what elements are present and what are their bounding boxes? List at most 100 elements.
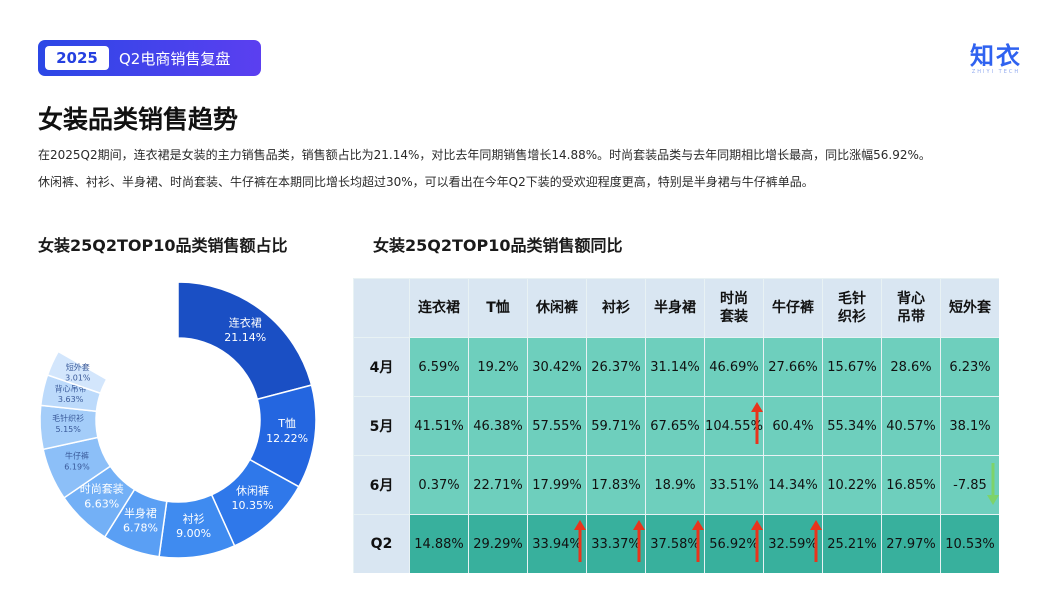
- column-header-9: 短外套: [940, 278, 999, 338]
- table-cell: 16.85%: [881, 455, 941, 515]
- arrow-up-icon: [751, 402, 763, 444]
- table-cell: 37.58%: [645, 514, 705, 573]
- donut-slice-9: [46, 350, 108, 395]
- table-cell: 46.38%: [468, 396, 528, 456]
- donut-label-4: 半身裙: [124, 506, 157, 520]
- donut-label-5: 时尚套装: [80, 482, 124, 496]
- logo-subtitle: ZHIYI TECH: [971, 69, 1021, 75]
- donut-value-2: 10.35%: [232, 499, 274, 512]
- donut-value-6: 6.19%: [64, 462, 90, 471]
- table-cell: 41.51%: [409, 396, 469, 456]
- table-cell: 0.37%: [409, 455, 469, 515]
- table-row: 5月 41.51% 46.38% 57.55% 59.71% 67.65% 104.55% 6…: [353, 396, 999, 456]
- table-cell: 32.59%: [763, 514, 823, 573]
- yoy-table-container: 连衣裙 T恤 休闲裤 衬衫 半身裙 时尚 套装 牛仔裤 毛针 织衫 背心 吊带 短外套 4月 6.59% 1…: [353, 278, 999, 573]
- donut-value-3: 9.00%: [176, 527, 211, 540]
- table-cell: 104.55%: [704, 396, 764, 456]
- table-cell: 6.23%: [940, 337, 999, 397]
- table-cell: 38.1%: [940, 396, 999, 456]
- arrow-up-icon: [810, 520, 822, 562]
- brand-logo: 知衣 ZHIYI TECH: [970, 36, 1022, 75]
- table-cell: 29.29%: [468, 514, 528, 573]
- table-cell: 22.71%: [468, 455, 528, 515]
- arrow-up-icon: [574, 520, 586, 562]
- table-cell: 33.51%: [704, 455, 764, 515]
- table-cell: 18.9%: [645, 455, 705, 515]
- table-cell: 26.37%: [586, 337, 646, 397]
- row-label: Q2: [353, 514, 410, 573]
- donut-label-2: 休闲裤: [236, 483, 269, 497]
- donut-value-4: 6.78%: [123, 522, 158, 535]
- table-cell: 14.34%: [763, 455, 823, 515]
- donut-label-9: 短外套: [66, 362, 90, 372]
- table-row: 4月 6.59% 19.2% 30.42% 26.37% 31.14% 46.69% 27.6…: [353, 337, 999, 397]
- table-cell: -7.85: [940, 455, 999, 515]
- table-cell: 19.2%: [468, 337, 528, 397]
- donut-chart-title: 女装25Q2TOP10品类销售额占比: [38, 236, 288, 255]
- donut-chart: 连衣裙 21.14% T恤 12.22% 休闲裤 10.35% 衬衫 9.00% 半身裙 6.78…: [39, 281, 317, 559]
- donut-label-3: 衬衫: [183, 512, 205, 525]
- table-cell: 17.99%: [527, 455, 587, 515]
- donut-label-0: 连衣裙: [229, 315, 262, 329]
- table-cell: 27.66%: [763, 337, 823, 397]
- table-cell: 25.21%: [822, 514, 882, 573]
- table-cell: 15.67%: [822, 337, 882, 397]
- column-header-6: 牛仔裤: [763, 278, 823, 338]
- arrow-up-icon: [633, 520, 645, 562]
- table-cell: 30.42%: [527, 337, 587, 397]
- description-line-1: 在2025Q2期间，连衣裙是女装的主力销售品类，销售额占比为21.14%，对比去…: [38, 148, 931, 162]
- arrow-down-icon: [987, 463, 999, 505]
- column-header-4: 半身裙: [645, 278, 705, 338]
- column-header-7: 毛针 织衫: [822, 278, 882, 338]
- donut-label-6: 牛仔裤: [65, 451, 89, 461]
- donut-label-1: T恤: [277, 417, 296, 430]
- donut-value-5: 6.63%: [84, 498, 119, 511]
- table-cell: 6.59%: [409, 337, 469, 397]
- badge-year: 2025: [45, 46, 109, 70]
- description-line-2: 休闲裤、衬衫、半身裙、时尚套装、牛仔裤在本期同比增长均超过30%，可以看出在今年…: [38, 175, 814, 189]
- table-cell: 46.69%: [704, 337, 764, 397]
- table-cell: 31.14%: [645, 337, 705, 397]
- page-title: 女装品类销售趋势: [38, 105, 239, 134]
- column-header-0: 连衣裙: [409, 278, 469, 338]
- row-label: 6月: [353, 455, 410, 515]
- table-cell: 17.83%: [586, 455, 646, 515]
- donut-label-7: 毛针织衫: [52, 413, 84, 423]
- table-cell: 10.22%: [822, 455, 882, 515]
- table-row: 6月 0.37% 22.71% 17.99% 17.83% 18.9% 33.51% 14.3…: [353, 455, 999, 515]
- table-cell: 10.53%: [940, 514, 999, 573]
- table-cell: 27.97%: [881, 514, 941, 573]
- donut-label-8: 背心吊带: [55, 383, 87, 393]
- arrow-up-icon: [751, 520, 763, 562]
- donut-value-9: 3.01%: [65, 374, 91, 383]
- table-title: 女装25Q2TOP10品类销售额同比: [373, 236, 623, 255]
- table-corner: [353, 278, 410, 338]
- table-row: Q2 14.88% 29.29% 33.94% 33.37% 37.58% 56.92% 32…: [353, 514, 999, 573]
- column-header-5: 时尚 套装: [704, 278, 764, 338]
- column-header-8: 背心 吊带: [881, 278, 941, 338]
- donut-value-7: 5.15%: [55, 425, 81, 434]
- table-cell: 33.37%: [586, 514, 646, 573]
- table-cell: 60.4%: [763, 396, 823, 456]
- donut-value-1: 12.22%: [266, 432, 308, 445]
- table-cell: 67.65%: [645, 396, 705, 456]
- row-label: 5月: [353, 396, 410, 456]
- column-header-1: T恤: [468, 278, 528, 338]
- yoy-table: 连衣裙 T恤 休闲裤 衬衫 半身裙 时尚 套装 牛仔裤 毛针 织衫 背心 吊带 短外套 4月 6.59% 1…: [353, 278, 999, 573]
- logo-name: 知衣: [970, 42, 1022, 70]
- table-cell: 40.57%: [881, 396, 941, 456]
- column-header-3: 衬衫: [586, 278, 646, 338]
- table-cell: 28.6%: [881, 337, 941, 397]
- table-cell: 59.71%: [586, 396, 646, 456]
- report-badge: 2025 Q2电商销售复盘: [38, 40, 261, 76]
- row-label: 4月: [353, 337, 410, 397]
- column-header-2: 休闲裤: [527, 278, 587, 338]
- table-cell: 56.92%: [704, 514, 764, 573]
- arrow-up-icon: [692, 520, 704, 562]
- table-cell: 14.88%: [409, 514, 469, 573]
- badge-title: Q2电商销售复盘: [119, 49, 231, 68]
- table-cell: 55.34%: [822, 396, 882, 456]
- table-cell: 57.55%: [527, 396, 587, 456]
- donut-value-0: 21.14%: [224, 331, 266, 344]
- donut-value-8: 3.63%: [58, 395, 84, 404]
